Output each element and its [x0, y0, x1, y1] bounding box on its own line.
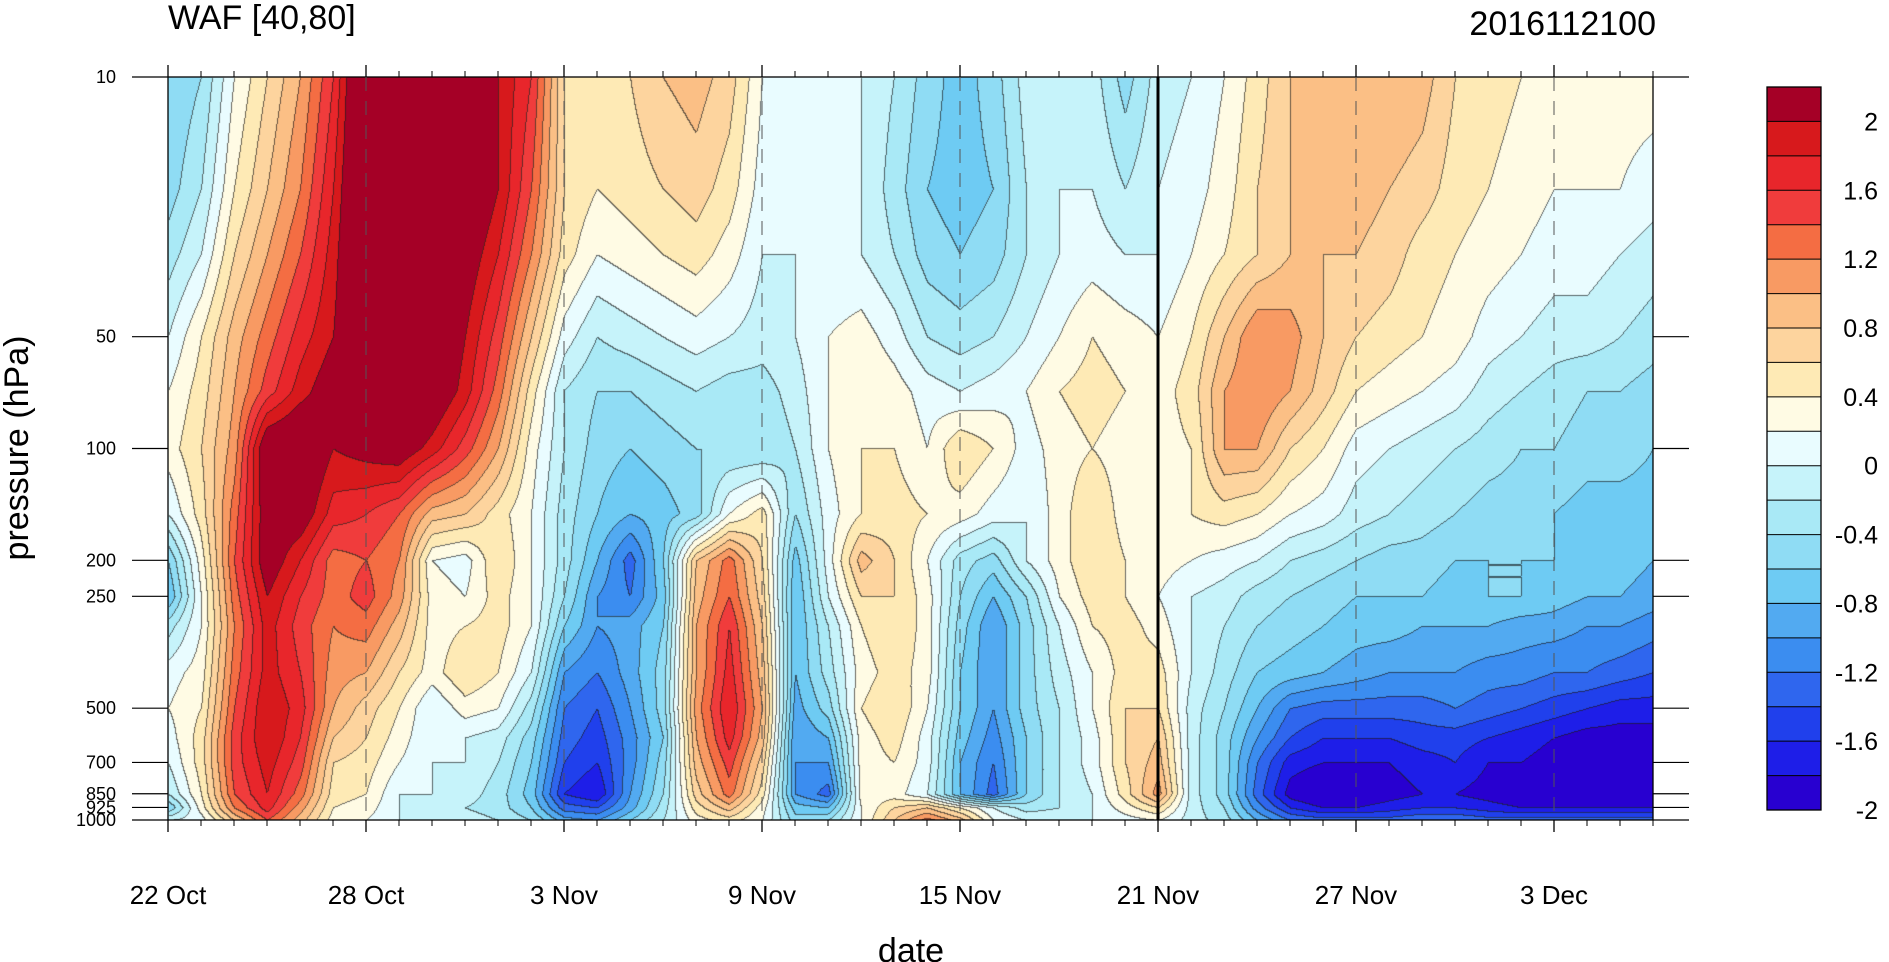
y-tick-label: 925 — [86, 797, 116, 817]
colorbar-swatch — [1767, 293, 1821, 329]
y-tick-label: 50 — [96, 327, 116, 347]
y-tick-label: 200 — [86, 550, 116, 570]
y-tick-label: 700 — [86, 752, 116, 772]
y-axis-title: pressure (hPa) — [0, 336, 36, 561]
title-left: WAF [40,80] — [168, 0, 356, 37]
colorbar-swatch — [1767, 534, 1821, 570]
y-tick-label: 850 — [86, 784, 116, 804]
x-ticks: 22 Oct 28 Oct 3 Nov 9 Nov 15 Nov 21 Nov 27 Nov… — [130, 65, 1654, 910]
colorbar-swatch — [1767, 741, 1821, 777]
colorbar-swatch — [1767, 87, 1821, 122]
colorbar-swatch — [1767, 569, 1821, 604]
colorbar-swatch — [1767, 396, 1821, 432]
colorbar-swatch — [1767, 431, 1821, 467]
x-tick-label: 9 Nov — [728, 880, 796, 910]
x-axis-title: date — [878, 932, 944, 962]
x-tick-label: 3 Nov — [530, 880, 598, 910]
y-tick-label: 10 — [96, 67, 116, 87]
colorbar-swatch — [1767, 190, 1821, 226]
x-tick-label: 15 Nov — [919, 880, 1001, 910]
x-tick-label: 21 Nov — [1117, 880, 1199, 910]
colorbar-swatch — [1767, 465, 1821, 501]
colorbar-label: -0.8 — [1835, 590, 1878, 618]
y-tick-label: 1000 — [76, 810, 116, 830]
plot-area — [167, 76, 1654, 821]
title-right: 2016112100 — [1469, 5, 1656, 43]
colorbar-label: 1.6 — [1843, 177, 1878, 205]
colorbar-label: -0.4 — [1835, 522, 1878, 550]
colorbar-label: 0 — [1864, 453, 1878, 481]
colorbar-swatch — [1767, 362, 1821, 398]
colorbar-label: -1.2 — [1835, 659, 1878, 687]
colorbar-swatch — [1767, 775, 1821, 811]
heatmap-field — [168, 77, 1653, 820]
colorbar-swatch — [1767, 224, 1821, 260]
x-tick-label: 28 Oct — [328, 880, 405, 910]
colorbar-label: -2 — [1856, 797, 1878, 825]
colorbar: 2 1.6 1.2 0.8 0.4 0 -0.4 -0.8 -1.2 -1.6 -2 — [1766, 86, 1878, 825]
colorbar-label: -1.6 — [1835, 728, 1878, 756]
colorbar-swatch — [1767, 706, 1821, 742]
colorbar-swatch — [1767, 500, 1821, 536]
y-tick-label: 250 — [86, 586, 116, 606]
colorbar-label: 0.4 — [1843, 384, 1878, 412]
colorbar-swatch — [1767, 155, 1821, 191]
x-tick-label: 22 Oct — [130, 880, 207, 910]
colorbar-label: 1.2 — [1843, 246, 1878, 274]
y-tick-label: 500 — [86, 698, 116, 718]
colorbar-swatch — [1767, 603, 1821, 639]
colorbar-frame — [1766, 86, 1822, 811]
colorbar-swatch — [1767, 328, 1821, 363]
colorbar-swatch — [1767, 672, 1821, 708]
colorbar-swatch — [1767, 121, 1821, 157]
colorbar-swatch — [1767, 259, 1821, 295]
colorbar-swatch — [1767, 637, 1821, 673]
colorbar-label: 0.8 — [1843, 315, 1878, 343]
colorbar-label: 2 — [1864, 108, 1878, 136]
x-tick-label: 3 Dec — [1520, 880, 1588, 910]
y-tick-label: 100 — [86, 439, 116, 459]
x-tick-label: 27 Nov — [1315, 880, 1397, 910]
